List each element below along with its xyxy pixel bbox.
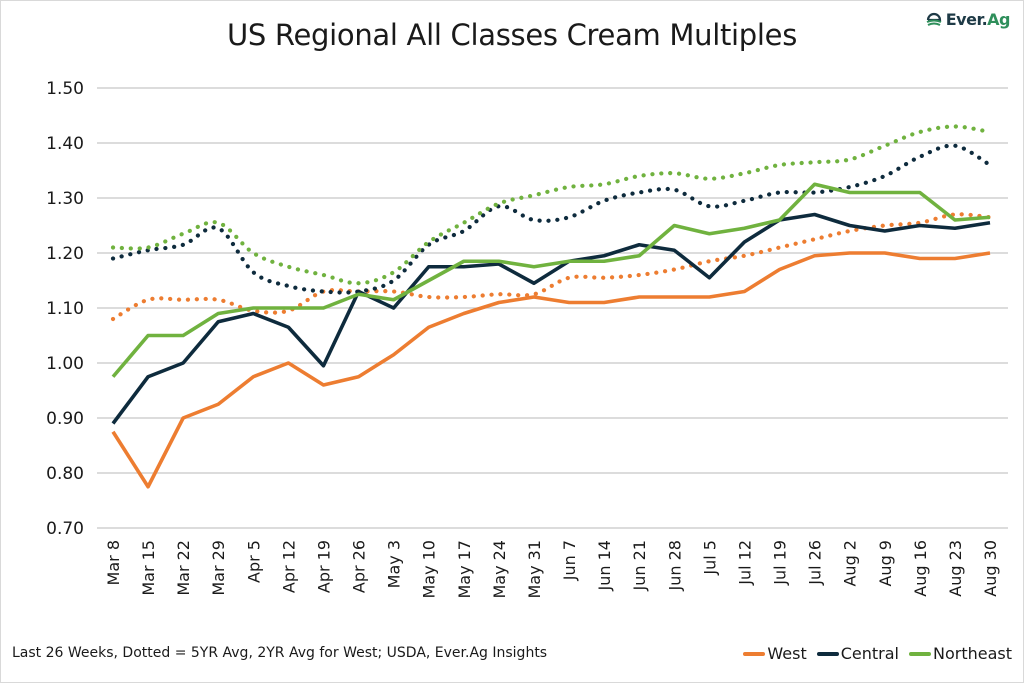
x-tick-label: Aug 23 [946,540,965,597]
y-tick-label: 1.40 [46,134,84,154]
gridlines [97,87,1008,529]
y-tick-label: 1.00 [46,354,84,374]
x-tick-label: Mar 29 [209,540,228,596]
x-tick-label: Aug 9 [876,540,895,587]
series-line-northeast-5yr-avg [110,124,993,286]
x-tick-label: Jul 26 [806,540,825,586]
everag-logo-icon [926,12,942,26]
x-tick-label: Jun 7 [560,540,579,581]
series-line-central [111,212,991,425]
legend-item-central: Central [816,644,899,663]
legend-item-northeast: Northeast [908,644,1012,663]
x-tick-label: Aug 30 [981,540,1000,597]
x-tick-label: Aug 16 [911,540,930,597]
y-tick-label: 1.50 [46,79,84,99]
legend-label-central: Central [840,644,899,663]
logo-text-accent: Ag [987,10,1010,29]
x-tick-label: May 3 [385,540,404,588]
legend-label-west: West [767,644,807,663]
x-tick-label: Aug 2 [841,540,860,587]
y-tick-label: 0.90 [46,409,84,429]
y-tick-label: 0.80 [46,464,84,484]
legend-swatch-west [743,651,766,656]
x-tick-label: Mar 22 [174,540,193,596]
x-tick-label: May 17 [455,540,474,599]
x-tick-label: Jul 19 [771,540,790,586]
y-tick-label: 1.30 [46,189,84,209]
series-line-west-2yr-avg [110,212,993,322]
x-tick-label: Apr 12 [279,540,298,593]
series-line-northeast [111,182,991,378]
x-tick-label: May 10 [420,540,439,599]
y-tick-label: 1.20 [46,244,84,264]
x-tick-label: Apr 5 [244,540,263,583]
series-line-central-5yr-avg [110,143,993,295]
x-axis-ticks: Mar 8 Mar 15 Mar 22 Mar 29 Apr 5 Apr 12 Apr 19… [104,540,1000,599]
everag-logo: Ever.Ag [925,10,1010,29]
legend: West Central Northeast [743,644,1012,663]
x-tick-label: Jun 14 [595,540,614,591]
legend-item-west: West [743,644,807,663]
x-tick-label: Jun 28 [665,540,684,591]
x-tick-label: Mar 8 [104,540,123,585]
legend-swatch-central [816,651,839,656]
x-tick-label: Apr 26 [350,540,369,593]
x-tick-label: Mar 15 [139,540,158,596]
chart-title: US Regional All Classes Cream Multiples [226,18,798,52]
x-tick-label: Jun 21 [630,540,649,591]
source-note: Last 26 Weeks, Dotted = 5YR Avg, 2YR Avg… [12,645,548,661]
y-tick-label: 0.70 [46,519,84,539]
x-tick-label: Jul 12 [735,540,754,586]
series-line-west [111,251,991,489]
logo-text: Ever.Ag [945,10,1011,29]
x-tick-label: May 31 [525,540,544,599]
y-axis-ticks: 0.70 0.80 0.90 1.00 1.10 1.20 1.30 1.40 1.50 [46,79,84,539]
logo-text-main: Ever. [945,10,988,29]
x-tick-label: May 24 [490,540,509,599]
y-tick-label: 1.10 [46,299,84,319]
x-tick-label: Jul 5 [700,540,719,576]
x-tick-label: Apr 19 [314,540,333,593]
legend-label-northeast: Northeast [932,644,1012,663]
series-lines [110,124,993,489]
legend-swatch-northeast [908,651,931,656]
